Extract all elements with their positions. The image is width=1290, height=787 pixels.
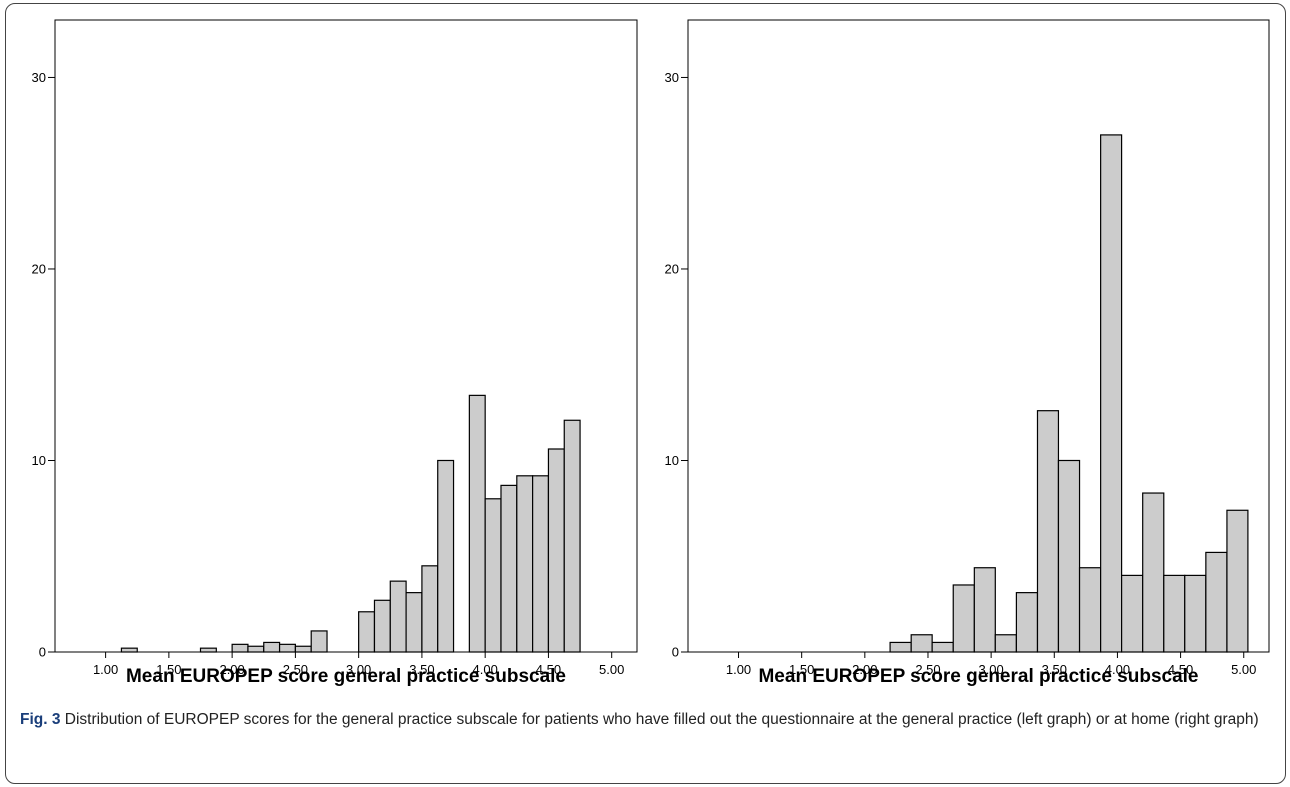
right-x-tick-label-7: 4.50 [1168,662,1193,677]
left-x-tick-label-5: 3.50 [409,662,434,677]
right-x-tick-label-1: 1.50 [789,662,814,677]
left-histogram-bar-3 [247,645,265,653]
right-histogram-bar-11 [1121,574,1144,653]
right-histogram-bar-13 [1163,574,1186,653]
right-y-tick-label-3: 30 [665,70,679,85]
right-y-tick-label-1: 10 [665,453,679,468]
right-histogram-bar-4 [973,567,996,653]
right-histogram-bar-8 [1057,459,1081,653]
right-x-tick-label-6: 4.00 [1105,662,1130,677]
figure-frame [5,3,1286,784]
right-histogram-bar-9 [1078,567,1102,653]
right-histogram-bar-7 [1036,410,1060,653]
right-histogram-bar-10 [1100,134,1123,653]
left-histogram-bar-15 [484,498,502,653]
left-histogram-bar-9 [373,599,391,653]
left-histogram-bar-7 [310,630,328,653]
right-histogram-bar-14 [1184,574,1207,653]
left-y-tick-label-0: 0 [39,645,46,660]
left-histogram-bar-1 [199,647,217,653]
left-histogram-bar-17 [516,475,534,653]
left-x-tick-label-6: 4.00 [473,662,498,677]
left-histogram-bar-19 [547,448,565,653]
right-x-tick-label-0: 1.00 [726,662,751,677]
left-histogram-bar-6 [294,645,312,653]
left-y-tick-label-2: 20 [32,261,46,276]
right-histogram-bar-6 [1015,592,1039,653]
right-y-tick-label-2: 20 [665,261,679,276]
right-histogram-bar-3 [952,584,975,653]
right-x-tick-label-2: 2.00 [852,662,877,677]
left-histogram-bar-0 [120,647,138,653]
left-histogram-bar-12 [421,565,439,653]
left-histogram-bar-11 [405,592,423,653]
left-histogram-bar-16 [500,484,518,653]
left-histogram-bar-4 [263,641,281,653]
left-y-tick-label-1: 10 [32,453,46,468]
left-x-tick-label-0: 1.00 [93,662,118,677]
right-x-tick-label-3: 2.50 [915,662,940,677]
right-y-tick-label-0: 0 [672,645,679,660]
left-y-tick-label-3: 30 [32,70,46,85]
left-histogram-bar-14 [468,394,486,653]
right-histogram-bar-1 [910,634,933,653]
left-histogram-bar-20 [563,419,581,653]
left-histogram-bar-8 [358,611,376,653]
right-histogram-bar-5 [994,634,1017,653]
left-x-axis-title: Mean EUROPEP score general practice subs… [126,666,566,687]
right-x-axis-title: Mean EUROPEP score general practice subs… [758,666,1198,687]
left-histogram-bar-18 [532,475,550,653]
figure-caption-text: Distribution of EUROPEP scores for the g… [60,711,1259,728]
left-x-tick-label-7: 4.50 [536,662,561,677]
right-histogram-panel: 0 10 20 30 1.00 1.50 2.00 2.50 3.00 3.50 4.00 4.50 5… [665,19,1270,687]
left-histogram-bar-5 [278,643,296,653]
right-x-tick-label-8: 5.00 [1231,662,1256,677]
right-histogram-bar-2 [931,641,954,653]
left-x-tick-label-8: 5.00 [599,662,624,677]
figure-caption: Fig. 3 Distribution of EUROPEP scores fo… [20,708,1265,731]
right-x-tick-label-5: 3.50 [1042,662,1067,677]
left-histogram-bar-13 [437,459,455,653]
right-histogram-bar-0 [889,641,912,653]
left-plot-frame [54,19,638,653]
right-histogram-bar-12 [1142,492,1165,653]
left-histogram-bar-10 [389,580,407,653]
right-histogram-bar-15 [1205,551,1228,653]
right-plot-frame [687,19,1270,653]
left-x-tick-label-2: 2.00 [219,662,244,677]
right-x-tick-label-4: 3.00 [978,662,1003,677]
left-histogram-bar-2 [231,643,249,653]
left-x-tick-label-1: 1.50 [156,662,181,677]
right-histogram-bar-16 [1226,509,1249,653]
left-x-tick-label-3: 2.50 [283,662,308,677]
left-histogram-panel: 0 10 20 30 1.00 1.50 2.00 2.50 3.00 3.50 4.00 4.50 5… [32,19,638,687]
left-x-tick-label-4: 3.00 [346,662,371,677]
figure-caption-label: Fig. 3 [20,711,61,728]
